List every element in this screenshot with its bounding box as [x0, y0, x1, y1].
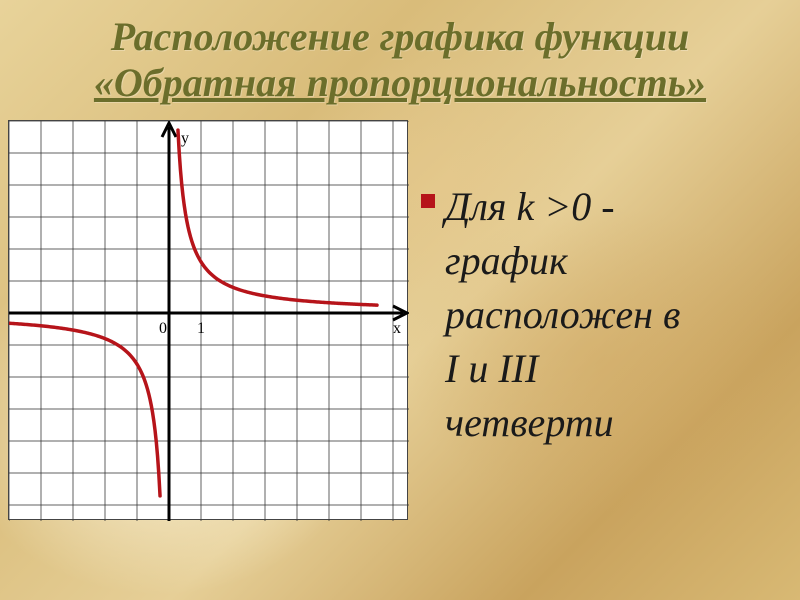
svg-text:y: y: [181, 130, 189, 147]
text-line: четверти: [445, 400, 614, 445]
text-line: Для k >0 -: [445, 184, 615, 229]
svg-text:x: x: [393, 320, 401, 337]
svg-text:1: 1: [197, 320, 205, 337]
hyperbola-chart: y x 0 1: [8, 120, 408, 520]
slide-title: Расположение графика функции «Обратная п…: [0, 14, 800, 106]
title-line-2: «Обратная пропорциональность»: [0, 60, 800, 106]
hyperbola-svg: y x 0 1: [9, 121, 409, 521]
description-text: Для k >0 - график расположен в I и III ч…: [445, 180, 795, 450]
text-line: график: [445, 238, 568, 283]
bullet-square-icon: [421, 194, 435, 208]
svg-text:0: 0: [159, 320, 167, 337]
title-line-1: Расположение графика функции: [0, 14, 800, 60]
text-line: I и III: [445, 346, 538, 391]
text-line: расположен в: [445, 292, 680, 337]
